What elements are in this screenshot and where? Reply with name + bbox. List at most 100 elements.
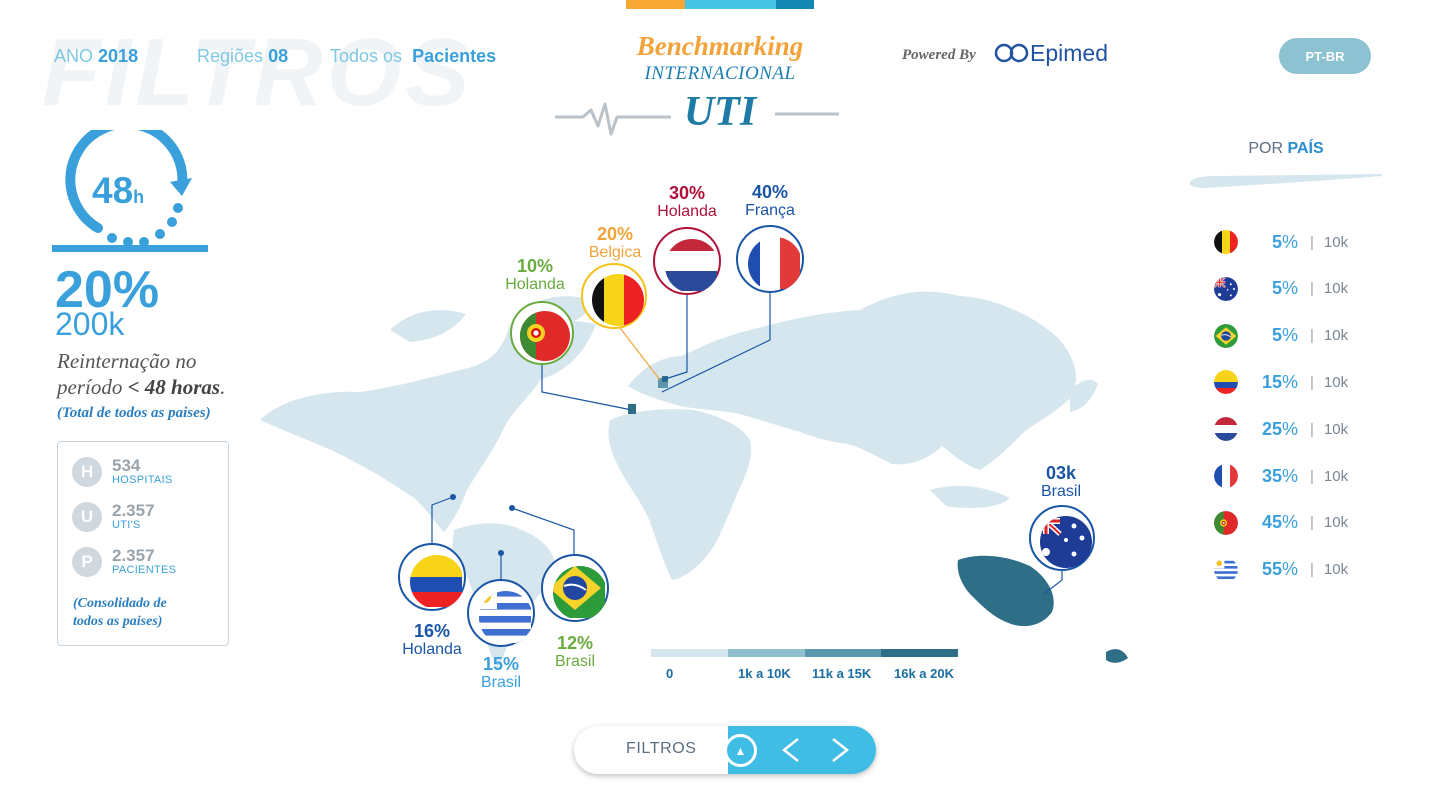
- brazil-flag-icon[interactable]: [540, 553, 610, 623]
- marker-label-colombia: 16% Holanda: [397, 622, 467, 658]
- ranking-divider: [1189, 174, 1382, 188]
- ranking-separator: |: [1310, 420, 1314, 438]
- readmission-description: Reinternação no período < 48 horas.: [57, 348, 257, 401]
- portugal-flag-icon: [1214, 510, 1238, 535]
- map-legend-bar: [651, 649, 958, 657]
- marker-label-uruguay: 15% Brasil: [466, 654, 536, 691]
- marker-percent: 03k: [1045, 463, 1077, 483]
- heartbeat-line-icon: [555, 102, 839, 136]
- marker-country: Holanda: [505, 276, 565, 293]
- ranking-percent: 25%: [1238, 419, 1298, 440]
- brand-title: Benchmarking: [636, 31, 804, 61]
- ranking-percent: 5%: [1238, 232, 1298, 253]
- chevron-right-icon[interactable]: [818, 728, 862, 772]
- ranking-percent-unit: %: [1281, 465, 1298, 486]
- legend-label: 0: [666, 666, 674, 681]
- legend-swatch: [881, 649, 958, 657]
- marker-label-australia: 03k Brasil: [1026, 463, 1096, 500]
- ranking-percent-unit: %: [1281, 512, 1298, 533]
- top-accent-bar: [626, 0, 814, 9]
- world-map: [260, 291, 1128, 668]
- readmission-count: 200k: [55, 306, 125, 342]
- ranking-percent-value: 55: [1261, 559, 1282, 580]
- year-filter-label: ANO: [54, 46, 94, 66]
- filters-watermark: FILTROS: [42, 19, 474, 126]
- colombia-flag-icon[interactable]: [397, 542, 467, 612]
- regions-filter[interactable]: Regiões 08: [197, 46, 288, 67]
- uruguay-flag-icon[interactable]: [466, 578, 536, 648]
- ranking-row[interactable]: 5% | 10k: [1214, 276, 1349, 301]
- description-line2-prefix: período: [57, 375, 123, 400]
- ranking-percent-value: 35: [1261, 465, 1282, 486]
- marker-label-belgium: 20% Belgica: [580, 225, 650, 261]
- japan-shape: [1070, 379, 1098, 412]
- marker-country: Brasil: [1040, 483, 1081, 500]
- ranking-separator: |: [1310, 561, 1314, 579]
- ranking-row[interactable]: 5% | 10k: [1214, 323, 1348, 348]
- colombia-flag-icon: [1214, 370, 1238, 395]
- ranking-row[interactable]: 35% | 10k: [1214, 464, 1348, 488]
- ranking-percent-value: 5: [1271, 278, 1282, 299]
- marker-percent: 15%: [482, 654, 520, 674]
- new-zealand-shape: [1106, 649, 1128, 663]
- hospital-icon: H: [72, 457, 102, 487]
- stat-value: 2.357: [112, 546, 155, 565]
- ranking-count: 10k: [1323, 373, 1349, 391]
- netherlands-flag-icon[interactable]: [652, 226, 722, 296]
- ranking-percent: 15%: [1238, 372, 1298, 393]
- section-title: UTI: [683, 89, 757, 135]
- ranking-row[interactable]: 15% | 10k: [1214, 370, 1349, 395]
- readmission-percent: 20%: [55, 261, 160, 319]
- portugal-flag-icon[interactable]: [509, 300, 575, 366]
- france-shape: [658, 378, 668, 388]
- icu-icon: U: [72, 502, 102, 532]
- chevron-up-icon[interactable]: ▲: [724, 734, 757, 767]
- filters-label: FILTROS: [626, 740, 697, 757]
- patients-filter-label: Todos os: [330, 46, 403, 66]
- regions-filter-label: Regiões: [197, 46, 264, 66]
- marker-percent: 30%: [668, 183, 706, 203]
- ranking-percent-unit: %: [1281, 278, 1298, 299]
- ranking-percent-value: 5: [1271, 325, 1282, 346]
- patients-filter[interactable]: Todos os Pacientes: [330, 46, 496, 67]
- belgium-flag-icon[interactable]: [580, 262, 648, 330]
- marker-country: Brasil: [480, 674, 521, 691]
- australia-flag-icon[interactable]: [1028, 504, 1096, 572]
- description-line1: Reinternação no: [57, 349, 197, 373]
- chevron-left-icon[interactable]: [769, 728, 813, 772]
- ranking-separator: |: [1310, 514, 1314, 532]
- ranking-row[interactable]: 25% | 10k: [1214, 417, 1348, 442]
- legend-swatch: [727, 649, 805, 657]
- belgium-flag-icon: [1214, 230, 1238, 254]
- marker-country: Brasil: [554, 653, 595, 670]
- australia-shape: [957, 555, 1054, 627]
- ranking-percent: 55%: [1238, 559, 1298, 580]
- legend-label: 16k a 20K: [894, 666, 954, 681]
- france-flag-icon[interactable]: [735, 224, 805, 294]
- eurasia-shape: [628, 291, 1076, 470]
- language-button[interactable]: PT-BR: [1279, 38, 1371, 74]
- legend-label: 1k a 10K: [738, 666, 791, 681]
- ranking-percent: 5%: [1238, 325, 1298, 346]
- ranking-percent-value: 15: [1261, 371, 1282, 392]
- powered-by-label: Powered By: [902, 47, 976, 63]
- marker-percent: 10%: [516, 256, 554, 276]
- ranking-separator: |: [1310, 467, 1314, 485]
- ranking-percent: 5%: [1238, 278, 1298, 299]
- year-filter[interactable]: ANO 2018: [54, 46, 138, 67]
- ranking-percent-unit: %: [1281, 325, 1298, 346]
- marker-country: Holanda: [402, 641, 462, 658]
- stat-label: UTI'S: [112, 519, 141, 531]
- ranking-row[interactable]: 55% | 10k: [1214, 557, 1348, 582]
- ranking-percent-value: 45: [1261, 512, 1282, 533]
- ranking-row[interactable]: 45% | 10k: [1214, 510, 1348, 535]
- readmission-note: (Total de todos as paises): [57, 405, 211, 421]
- legend-label: 11k a 15K: [812, 666, 872, 681]
- brand-subtitle: INTERNACIONAL: [644, 63, 796, 84]
- ranking-count: 10k: [1323, 280, 1349, 298]
- stat-value: 2.357: [112, 501, 155, 520]
- marker-percent: 12%: [556, 633, 594, 653]
- regions-filter-value: 08: [268, 46, 289, 66]
- australia-flag-icon: [1214, 276, 1238, 301]
- ranking-row[interactable]: 5% | 10k: [1214, 230, 1348, 254]
